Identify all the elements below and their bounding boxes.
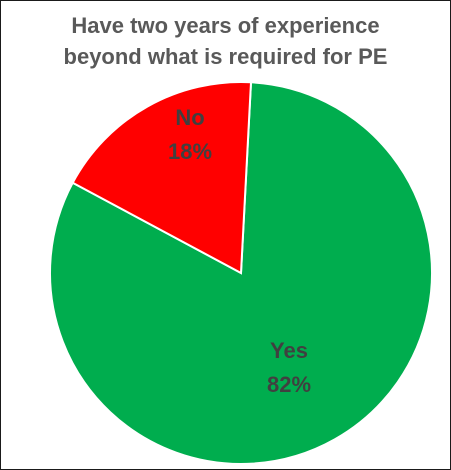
chart-title-line-2: beyond what is required for PE — [63, 44, 388, 69]
chart-title: Have two years of experience beyond what… — [0, 10, 451, 72]
pie-slices — [49, 81, 433, 465]
slice-label-no: No — [175, 105, 204, 130]
slice-label-yes: Yes — [270, 338, 308, 363]
chart-title-line-1: Have two years of experience — [71, 13, 380, 38]
slice-no — [71, 81, 253, 275]
slice-value-no: 18% — [168, 139, 212, 164]
pie-labels: Yes 82% No 18% — [168, 105, 311, 397]
slice-value-yes: 82% — [267, 372, 311, 397]
